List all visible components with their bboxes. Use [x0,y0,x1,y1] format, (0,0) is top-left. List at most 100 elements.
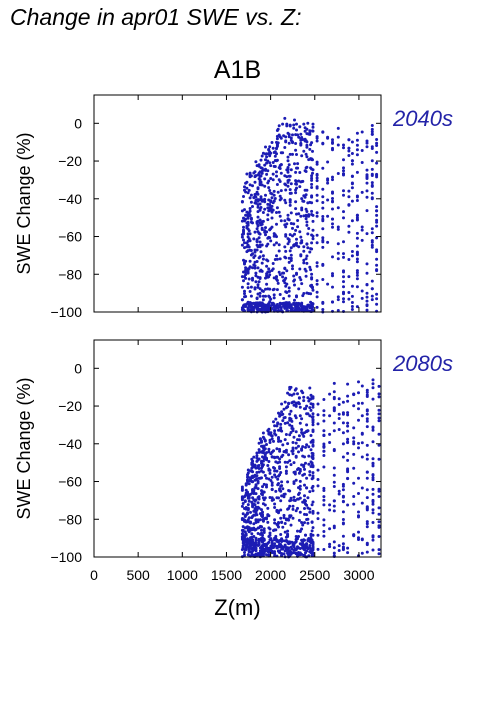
scatter-point [370,227,374,231]
scatter-point [257,450,261,454]
scatter-point [365,283,369,286]
scatter-point [375,175,379,179]
scatter-point [375,138,379,141]
scatter-point [342,172,345,176]
scatter-point [365,505,369,509]
scatter-point [377,408,381,412]
scatter-point [292,482,296,485]
scatter-point [279,171,283,175]
scatter-point [256,199,260,203]
scatter-point [315,162,319,166]
scatter-point [370,298,374,302]
scatter-point [342,146,345,150]
scatter-point [268,438,272,442]
scatter-point [273,542,277,546]
x-tick-label: 0 [90,567,98,583]
scatter-point [286,460,290,464]
scatter-point [267,553,271,557]
scatter-point [321,240,325,244]
scatter-point [365,189,369,193]
scatter-point [322,465,326,469]
scatter-point [326,198,330,202]
scatter-point [309,292,313,296]
scatter-point [279,516,283,520]
scatter-point [242,228,245,232]
scatter-point [269,177,273,180]
scatter-point [263,177,267,181]
scatter-point [274,528,278,532]
plot-frame [93,339,382,558]
y-axis-label: SWE Change (%) [14,377,34,519]
scatter-point [371,508,375,512]
scatter-point [291,264,294,268]
scatter-point [272,287,276,291]
x-tick-label: 3000 [343,567,374,583]
scatter-point [249,193,253,197]
scatter-point [292,392,296,396]
scatter-point [291,133,294,137]
scatter-point [303,538,306,542]
scatter-point [275,144,279,148]
scatter-point [277,436,280,439]
scatter-point [377,412,381,416]
scatter-point [332,480,336,484]
scatter-point [243,262,246,266]
chart-panel-2040s: 0 −20 −40 −60 −80 −100 SWE Change (%) 2040s [14,94,453,320]
scatter-point [271,208,275,212]
scatter-point [331,175,334,179]
scatter-point [315,172,319,176]
scatter-point [365,139,369,143]
scatter-point [300,301,304,305]
scatter-point [331,225,334,229]
scatter-point [257,163,261,167]
scatter-point [337,417,341,420]
scatter-point [315,290,319,294]
scatter-point [311,554,315,557]
scatter-point [279,163,283,167]
scatter-point [278,414,282,418]
y-tick-label: −60 [58,229,82,245]
scatter-point [295,241,298,245]
scatter-point [350,301,354,304]
scatter-point [302,245,306,249]
scatter-point [291,141,294,145]
scatter-point [326,181,330,185]
scatter-point [273,424,277,428]
scatter-point [322,548,326,551]
scatter-point [265,230,269,234]
scatter-point [331,285,334,289]
scatter-point [328,542,332,546]
scatter-point [261,451,265,455]
scatter-point [253,287,257,291]
scatter-point [240,200,244,203]
scatter-point [311,454,315,458]
scatter-point [311,125,315,129]
scatter-point [346,413,350,417]
scatter-point [305,476,309,480]
scatter-point [294,441,298,445]
scatter-point [286,242,290,246]
scatter-point [267,450,271,454]
scatter-point [286,529,290,533]
scatter-point [284,225,288,229]
scatter-point [331,178,334,182]
scatter-point [332,540,336,544]
x-tick-label: 500 [126,567,150,583]
scatter-point [360,414,364,418]
scatter-point [276,190,280,194]
scatter-point [294,387,298,391]
scatter-point [285,122,289,126]
scatter-point [288,203,292,207]
scatter-point [305,254,309,258]
scatter-point [294,446,298,450]
scatter-point [283,492,287,496]
scatter-point [295,128,298,132]
scatter-point [257,506,261,510]
scatter-point [264,158,267,162]
scatter-point [316,533,320,537]
scatter-point [346,503,350,507]
scatter-point [254,160,258,164]
scatter-point [281,443,285,447]
scatter-point [262,529,266,533]
scatter-point [273,165,277,168]
